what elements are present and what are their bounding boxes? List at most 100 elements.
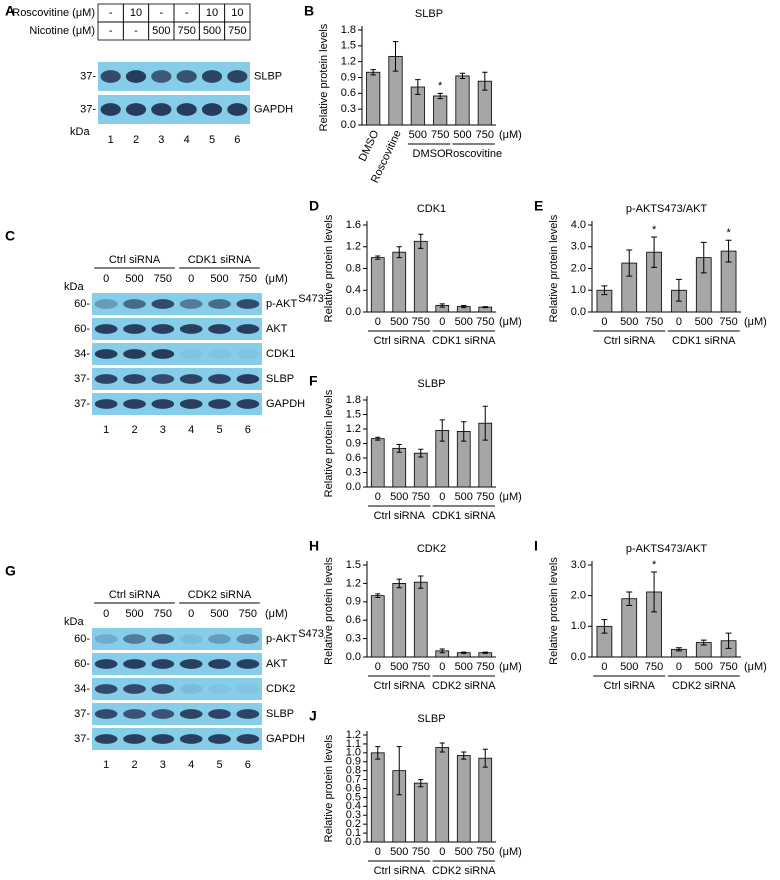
- band: [151, 103, 172, 116]
- mw-marker: 60-: [74, 323, 90, 335]
- band: [123, 684, 146, 694]
- protein-label: p-AKT: [266, 633, 297, 645]
- blot-strip: [92, 343, 262, 365]
- error-bar: [651, 236, 658, 268]
- lane-number: 3: [160, 759, 166, 771]
- y-tick-label: 0.4: [346, 800, 361, 812]
- blot-strip: [92, 393, 262, 415]
- error-bar: [482, 306, 488, 309]
- error-bar: [725, 632, 732, 649]
- group-label: CDK2 siRNA: [432, 865, 496, 877]
- significance-mark: *: [438, 80, 443, 92]
- y-tick-label: 0.0: [341, 119, 356, 131]
- bar: [413, 452, 428, 488]
- x-tick-label: 0: [375, 316, 381, 328]
- error-bar: [439, 648, 445, 654]
- band: [236, 399, 260, 409]
- x-tick-label: 0: [676, 661, 682, 673]
- x-tick-label: 500: [390, 316, 408, 328]
- y-tick-label: 0.9: [346, 596, 361, 608]
- band: [123, 634, 146, 644]
- blot-strip: [98, 62, 250, 91]
- lane-number: 1: [103, 759, 109, 771]
- y-tick-label: 1.2: [341, 56, 356, 68]
- band: [179, 324, 203, 334]
- band: [94, 634, 118, 644]
- unit-label: (μM): [499, 661, 522, 673]
- band: [179, 374, 203, 384]
- error-bar: [482, 748, 488, 768]
- error-bar: [461, 304, 467, 309]
- error-bar: [437, 92, 443, 100]
- significance-mark: *: [726, 227, 731, 239]
- table-cell-text: 500: [152, 25, 170, 37]
- error-bar: [482, 71, 488, 91]
- protein-label: CDK2: [266, 683, 295, 695]
- y-tick-label: 0.0: [571, 651, 586, 663]
- band: [94, 374, 118, 384]
- table-cell-text: -: [159, 7, 163, 19]
- y-tick-label: 0.1: [346, 827, 361, 839]
- mw-marker: 37-: [80, 70, 96, 82]
- band: [94, 684, 118, 694]
- y-tick-label: 2.0: [571, 262, 586, 274]
- blot-strip: [98, 95, 250, 124]
- x-tick-label: 500: [695, 661, 713, 673]
- y-tick-label: 2.0: [571, 590, 586, 602]
- error-bar: [461, 651, 467, 654]
- band: [236, 374, 260, 384]
- protein-label: SLBP: [266, 708, 294, 720]
- dose-label: 0: [103, 273, 109, 285]
- dose-label: 500: [125, 273, 143, 285]
- y-tick-label: 1.0: [346, 747, 361, 759]
- band: [208, 299, 231, 309]
- dose-label: 0: [188, 273, 194, 285]
- error-bar: [651, 571, 658, 613]
- unit-label: (μM): [499, 316, 522, 328]
- error-bar: [461, 751, 467, 760]
- y-tick-label: 0.2: [346, 818, 361, 830]
- x-tick-label: 500: [409, 129, 427, 141]
- x-tick-label: 750: [412, 316, 430, 328]
- band: [94, 709, 118, 719]
- blot-strip: [92, 653, 262, 675]
- x-tick-label: 0: [601, 316, 607, 328]
- protein-label-superscript: S473: [298, 293, 324, 305]
- band: [151, 709, 175, 719]
- band: [179, 709, 203, 719]
- error-bar: [370, 69, 376, 76]
- error-bar: [459, 72, 466, 80]
- panel-letter: B: [304, 3, 314, 19]
- bar: [392, 251, 407, 313]
- error-bar: [439, 742, 445, 753]
- lane-number: 1: [103, 424, 109, 436]
- table-cell-text: 10: [206, 7, 218, 19]
- kda-label: kDa: [70, 126, 90, 138]
- mw-marker: 34-: [74, 348, 90, 360]
- blot-strip: [92, 368, 262, 390]
- x-tick-label: 750: [476, 846, 494, 858]
- treatment-label: Nicotine (μM): [29, 25, 95, 37]
- protein-label-superscript: S473: [298, 628, 324, 640]
- band: [179, 684, 203, 694]
- error-bar: [375, 255, 381, 260]
- y-axis-label: Relative protein levels: [548, 214, 560, 322]
- lane-number: 5: [216, 424, 222, 436]
- mw-marker: 37-: [74, 733, 90, 745]
- blot-strip: [92, 628, 262, 650]
- lane-number: 2: [133, 134, 139, 146]
- y-tick-label: 1.2: [346, 729, 361, 741]
- dose-label: 500: [210, 608, 228, 620]
- band: [179, 634, 203, 644]
- bar: [370, 257, 385, 313]
- chart-title: p-AKTS473/AKT: [626, 543, 708, 555]
- band: [201, 103, 223, 116]
- y-tick-label: 1.8: [346, 394, 361, 406]
- error-bar: [482, 651, 488, 654]
- group-label: CDK2 siRNA: [188, 589, 252, 601]
- y-tick-label: 1.0: [571, 620, 586, 632]
- lane-number: 4: [188, 424, 194, 436]
- band: [236, 684, 260, 694]
- table-cell-text: 10: [130, 7, 142, 19]
- dose-label: 500: [125, 608, 143, 620]
